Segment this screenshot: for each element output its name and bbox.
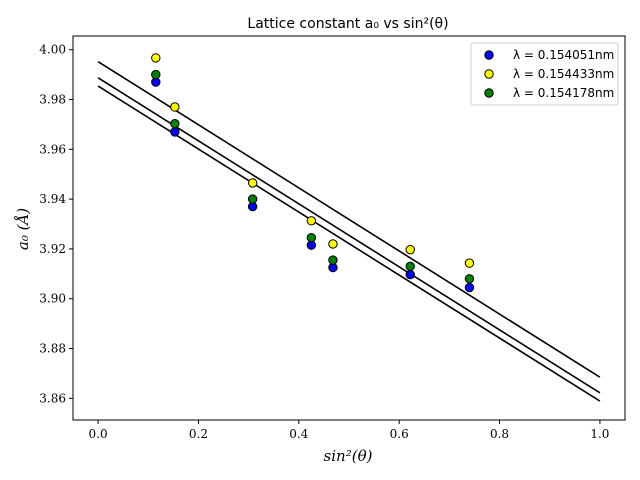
y-axis-label: a₀ (Å)	[14, 208, 32, 250]
data-point	[464, 282, 475, 293]
data-point	[170, 118, 180, 129]
legend-label: λ = 0.154433nm	[513, 67, 614, 81]
legend-marker	[484, 69, 494, 79]
data-point	[328, 255, 338, 265]
x-tick-label: 0.2	[189, 427, 208, 441]
data-point	[170, 102, 180, 112]
x-tick-label: 0.0	[89, 427, 108, 441]
data-point	[306, 216, 317, 226]
data-point	[464, 258, 475, 268]
x-tick-label: 0.6	[390, 427, 409, 441]
data-point	[247, 194, 258, 204]
fit-line	[97, 60, 601, 378]
legend-label: λ = 0.154178nm	[513, 86, 614, 100]
data-point	[464, 274, 475, 284]
y-tick-label: 3.96	[39, 142, 66, 156]
data-point	[328, 239, 338, 249]
legend-label: λ = 0.154051nm	[513, 48, 614, 62]
data-point	[151, 53, 161, 63]
y-tick-label: 3.88	[39, 342, 66, 356]
x-tick-label: 0.8	[490, 427, 509, 441]
y-tick-label: 3.98	[39, 93, 66, 107]
chart-title: Lattice constant a₀ vs sin²(θ)	[247, 16, 448, 32]
y-tick-label: 3.86	[39, 391, 66, 405]
legend-marker	[484, 50, 494, 60]
data-point	[170, 127, 180, 137]
x-tick-label: 0.4	[289, 427, 308, 441]
data-point	[405, 244, 415, 255]
data-point	[247, 178, 258, 188]
fit-line	[97, 85, 601, 402]
data-point	[405, 261, 415, 272]
x-axis-ticks: 0.0 0.2 0.4 0.6 0.8 1.0	[89, 420, 609, 441]
legend-box	[470, 42, 619, 106]
data-points	[151, 53, 475, 293]
legend-marker	[484, 88, 494, 98]
plot-frame	[72, 35, 626, 421]
fit-lines	[97, 60, 601, 402]
x-axis-label: sin²(θ)	[324, 447, 373, 465]
x-tick-label: 1.0	[590, 427, 609, 441]
y-tick-label: 3.92	[39, 242, 66, 256]
y-axis-ticks: 3.86 3.88 3.90 3.92 3.94 3.96 3.98 4.00	[39, 43, 73, 405]
fit-line	[97, 77, 601, 394]
data-point	[151, 69, 161, 80]
data-point	[306, 233, 317, 243]
data-point	[405, 269, 415, 280]
y-tick-label: 3.94	[39, 192, 66, 206]
y-tick-label: 3.90	[39, 292, 66, 306]
y-tick-label: 4.00	[39, 43, 66, 57]
legend: λ = 0.154051nm λ = 0.154433nm λ = 0.154178…	[470, 42, 619, 106]
